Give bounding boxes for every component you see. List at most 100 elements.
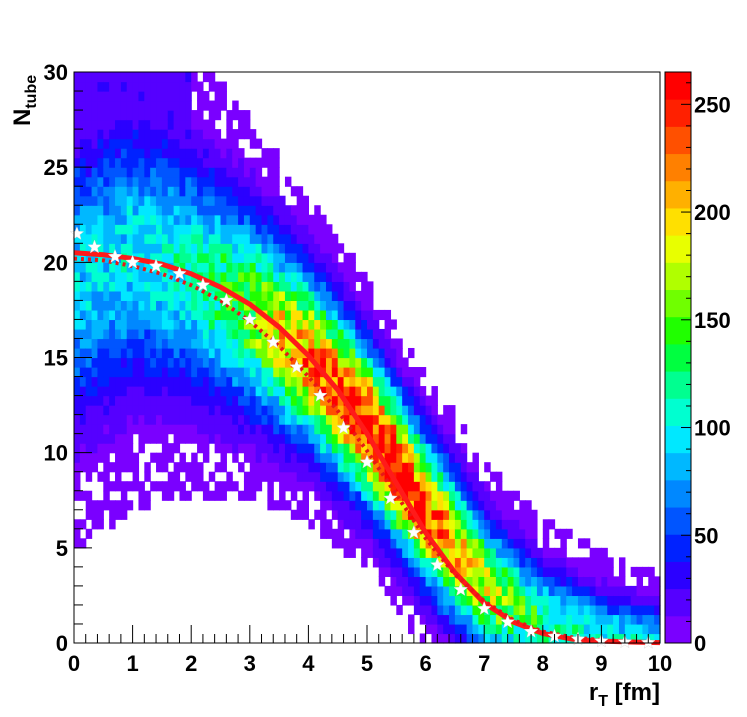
heatmap-cell bbox=[132, 129, 140, 140]
heatmap-cell bbox=[138, 167, 145, 178]
heatmap-cell bbox=[624, 604, 632, 616]
heatmap-cell bbox=[179, 433, 186, 444]
heatmap-cell bbox=[431, 471, 438, 482]
heatmap-cell bbox=[79, 347, 87, 359]
heatmap-cell bbox=[566, 566, 573, 577]
heatmap-cell bbox=[273, 414, 280, 425]
heatmap-cell bbox=[302, 405, 309, 416]
heatmap-cell bbox=[554, 614, 561, 625]
heatmap-cell bbox=[273, 367, 280, 378]
heatmap-cell bbox=[144, 462, 151, 473]
heatmap-cell bbox=[589, 623, 597, 635]
heatmap-cell bbox=[220, 214, 227, 225]
heatmap-cell bbox=[642, 623, 649, 635]
heatmap-cell bbox=[402, 424, 409, 435]
heatmap-cell bbox=[103, 500, 110, 511]
heatmap-cell bbox=[173, 72, 181, 83]
heatmap-cell bbox=[413, 471, 421, 482]
heatmap-cell bbox=[419, 595, 427, 606]
heatmap-cell bbox=[103, 119, 110, 130]
heatmap-cell bbox=[156, 243, 163, 254]
heatmap-cell bbox=[478, 633, 485, 644]
heatmap-cell bbox=[150, 110, 157, 121]
heatmap-cell bbox=[150, 424, 157, 435]
heatmap-cell bbox=[161, 281, 169, 292]
heatmap-cell bbox=[226, 471, 233, 482]
heatmap-cell bbox=[238, 119, 245, 130]
heatmap-cell bbox=[185, 81, 192, 92]
heatmap-cell bbox=[173, 252, 181, 263]
heatmap-cell bbox=[343, 471, 351, 482]
heatmap-cell bbox=[179, 100, 186, 111]
heatmap-cell bbox=[349, 433, 356, 444]
heatmap-cell bbox=[284, 205, 292, 216]
heatmap-cell bbox=[179, 110, 186, 121]
heatmap-cell bbox=[214, 271, 222, 282]
heatmap-cell bbox=[74, 367, 81, 378]
heatmap-cell bbox=[560, 614, 567, 625]
heatmap-cell bbox=[267, 395, 274, 406]
heatmap-cell bbox=[115, 91, 122, 102]
heatmap-cell bbox=[460, 595, 468, 606]
heatmap-cell bbox=[331, 300, 339, 311]
heatmap-cell bbox=[115, 357, 122, 368]
heatmap-cell bbox=[583, 595, 591, 606]
heatmap-cell bbox=[384, 405, 392, 416]
heatmap-cell bbox=[91, 281, 99, 292]
heatmap-cell bbox=[91, 357, 99, 368]
heatmap-cell bbox=[361, 347, 368, 359]
heatmap-cell bbox=[337, 319, 345, 330]
heatmap-cell bbox=[267, 405, 274, 416]
heatmap-cell bbox=[249, 395, 257, 406]
heatmap-cell bbox=[115, 405, 122, 416]
heatmap-cell bbox=[249, 176, 257, 187]
heatmap-cell bbox=[460, 424, 468, 435]
heatmap-cell bbox=[431, 424, 438, 435]
heatmap-cell bbox=[79, 81, 87, 92]
heatmap-cell bbox=[179, 176, 186, 187]
heatmap-cell bbox=[255, 414, 263, 425]
heatmap-cell bbox=[220, 176, 227, 187]
heatmap-cell bbox=[419, 576, 427, 587]
heatmap-cell bbox=[197, 100, 204, 111]
heatmap-cell bbox=[577, 614, 585, 625]
heatmap-cell bbox=[214, 395, 222, 406]
heatmap-cell bbox=[74, 528, 81, 539]
heatmap-cell bbox=[261, 328, 268, 340]
heatmap-cell bbox=[437, 604, 444, 616]
heatmap-cell bbox=[238, 386, 245, 397]
heatmap-cell bbox=[589, 557, 597, 568]
heatmap-cell bbox=[320, 462, 327, 473]
heatmap-cell bbox=[179, 91, 186, 102]
heatmap-cell bbox=[396, 585, 403, 597]
heatmap-cell bbox=[208, 319, 216, 330]
heatmap-cell bbox=[361, 309, 368, 321]
heatmap-cell bbox=[214, 214, 222, 225]
heatmap-cell bbox=[419, 433, 427, 444]
heatmap-cell bbox=[103, 148, 110, 159]
heatmap-cell bbox=[150, 119, 157, 130]
heatmap-cell bbox=[554, 528, 561, 539]
heatmap-cell bbox=[138, 300, 145, 311]
heatmap-cell bbox=[150, 300, 157, 311]
heatmap-cell bbox=[103, 167, 110, 178]
heatmap-cell bbox=[296, 233, 304, 244]
heatmap-cell bbox=[343, 424, 351, 435]
heatmap-cell bbox=[454, 566, 462, 577]
heatmap-cell bbox=[320, 386, 327, 397]
heatmap-cell bbox=[296, 414, 304, 425]
heatmap-cell bbox=[279, 328, 286, 340]
heatmap-cell bbox=[372, 328, 380, 340]
heatmap-cell bbox=[232, 138, 239, 149]
heatmap-cell bbox=[378, 471, 386, 482]
heatmap-cell bbox=[460, 452, 468, 463]
heatmap-cell bbox=[120, 224, 128, 235]
heatmap-cell bbox=[255, 309, 263, 321]
heatmap-cell bbox=[226, 224, 233, 235]
colorbar-swatch bbox=[665, 398, 691, 426]
heatmap-cell bbox=[390, 538, 397, 549]
heatmap-cell bbox=[302, 262, 309, 273]
heatmap-cell bbox=[267, 357, 274, 368]
heatmap-cell bbox=[648, 604, 655, 616]
heatmap-cell bbox=[74, 205, 81, 216]
